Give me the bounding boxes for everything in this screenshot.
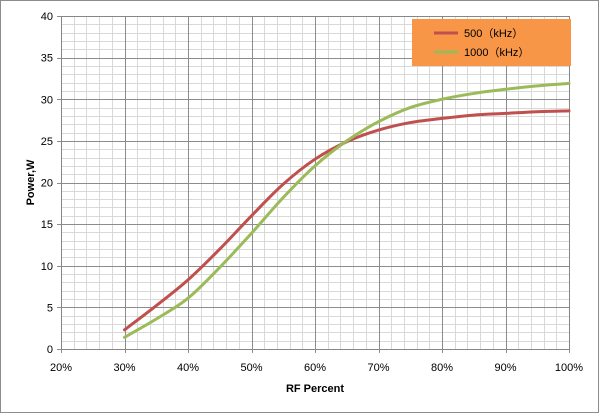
legend-label-500khz: 500（kHz） <box>464 27 523 40</box>
x-tick-label: 60% <box>304 362 326 374</box>
x-tick-label: 50% <box>240 362 262 374</box>
y-tick-label: 40 <box>41 11 53 23</box>
x-tick-label: 100% <box>555 362 583 374</box>
series-lines <box>123 81 571 339</box>
series-line-1 <box>123 81 571 339</box>
y-tick-label: 0 <box>47 344 53 356</box>
y-tick-label: 35 <box>41 53 53 65</box>
y-tick-label: 20 <box>41 178 53 190</box>
y-axis-title: Power,W <box>25 159 37 205</box>
x-axis-title: RF Percent <box>286 383 344 395</box>
y-tick-label: 10 <box>41 261 53 273</box>
x-tick-label: 70% <box>367 362 389 374</box>
legend-label-1000khz: 1000（kHz） <box>464 46 529 59</box>
y-axis-ticks: 0 5 10 15 20 25 30 35 40 <box>41 11 61 356</box>
x-tick-label: 90% <box>494 362 516 374</box>
x-axis-ticks: 20% 30% 40% 50% 60% 70% 80% 90% 100% <box>50 349 583 374</box>
y-tick-label: 25 <box>41 136 53 148</box>
y-tick-label: 15 <box>41 219 53 231</box>
x-tick-label: 40% <box>177 362 199 374</box>
legend: 500（kHz） 1000（kHz） <box>412 19 571 66</box>
legend-background <box>412 19 571 66</box>
x-tick-label: 30% <box>113 362 135 374</box>
x-tick-label: 80% <box>431 362 453 374</box>
y-tick-label: 5 <box>47 302 53 314</box>
y-tick-label: 30 <box>41 94 53 106</box>
x-tick-label: 20% <box>50 362 72 374</box>
